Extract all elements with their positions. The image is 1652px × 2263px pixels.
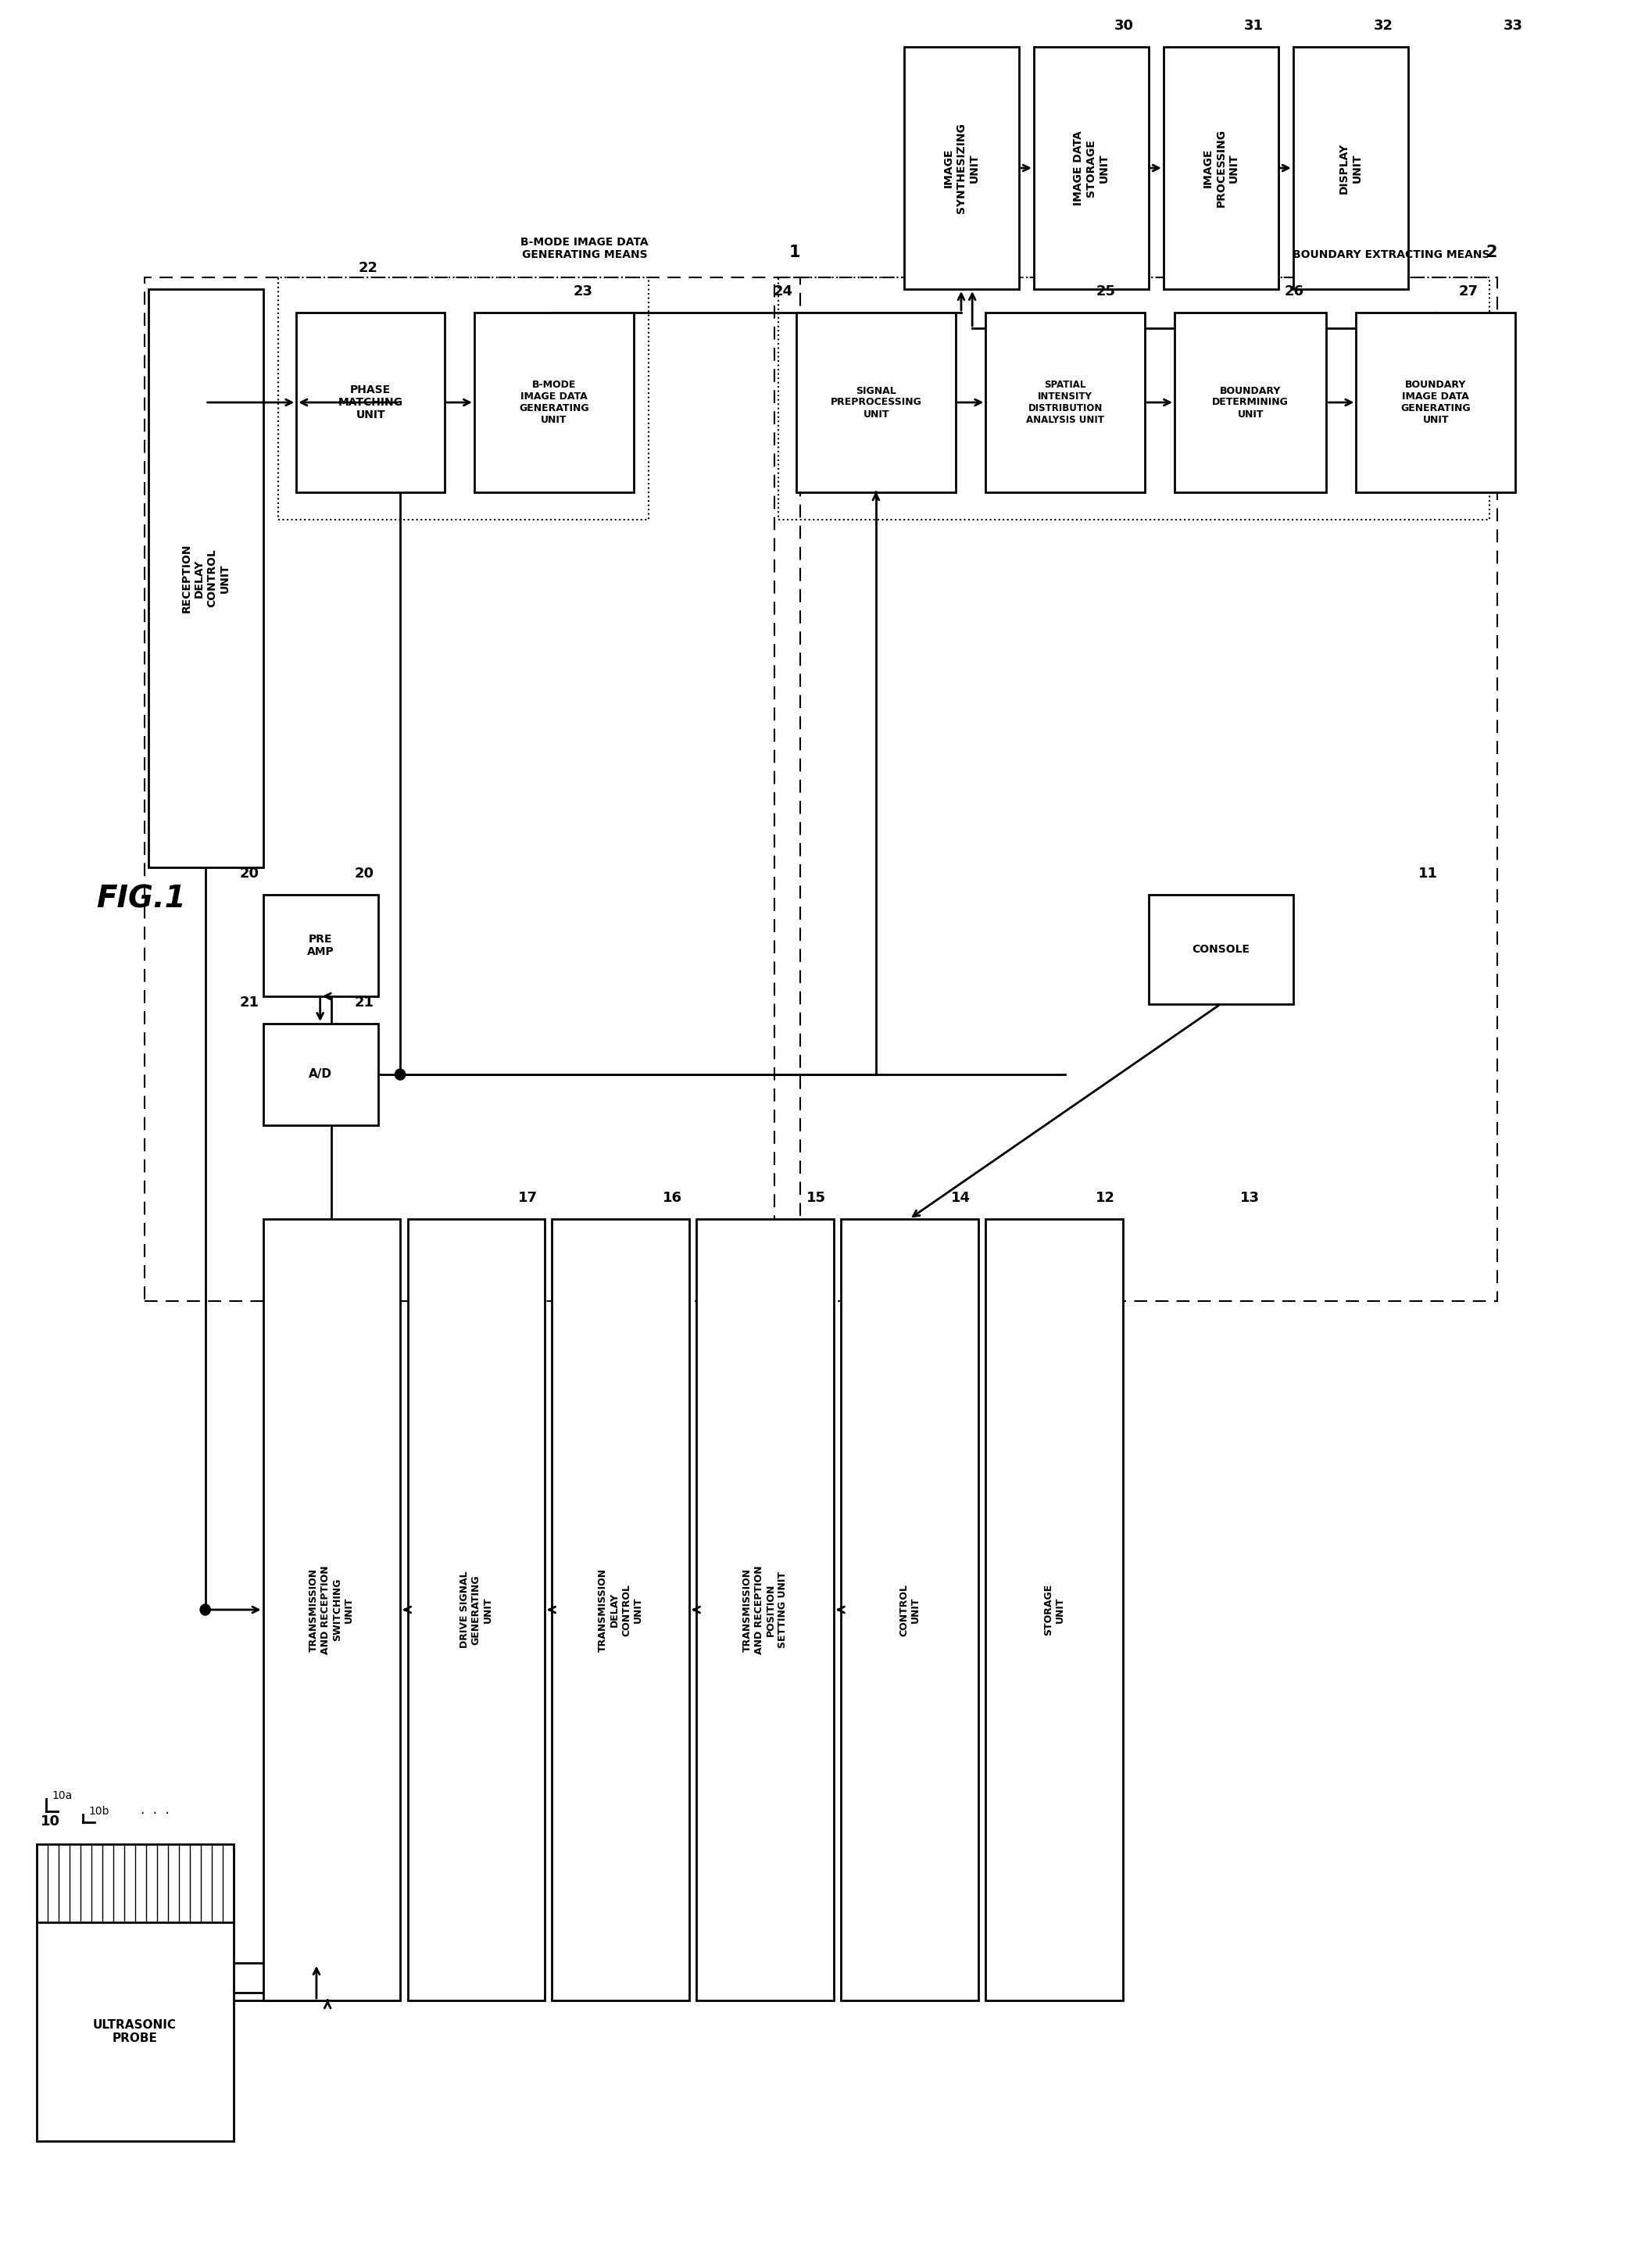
Text: 2: 2 xyxy=(1485,244,1497,260)
Bar xyxy=(1175,312,1327,493)
Text: CONTROL
UNIT: CONTROL UNIT xyxy=(899,1584,920,1636)
Text: 15: 15 xyxy=(806,1190,826,1204)
Bar xyxy=(36,1844,233,2141)
Bar xyxy=(552,1220,689,2000)
Bar xyxy=(986,312,1145,493)
Bar xyxy=(775,278,1497,1301)
Text: 26: 26 xyxy=(1285,285,1305,299)
Bar xyxy=(263,1023,378,1125)
Text: 31: 31 xyxy=(1244,18,1264,34)
Bar xyxy=(796,312,957,493)
Bar xyxy=(144,278,800,1301)
Text: BOUNDARY
DETERMINING
UNIT: BOUNDARY DETERMINING UNIT xyxy=(1213,385,1289,419)
Text: 21: 21 xyxy=(355,996,375,1009)
Text: DISPLAY
UNIT: DISPLAY UNIT xyxy=(1338,143,1363,195)
Bar xyxy=(296,312,444,493)
Text: CONSOLE: CONSOLE xyxy=(1193,944,1251,955)
Text: 1: 1 xyxy=(790,244,800,260)
Text: 14: 14 xyxy=(952,1190,971,1204)
Text: PRE
AMP: PRE AMP xyxy=(307,935,334,957)
Text: TRANSMISSION
AND RECEPTION
POSITION
SETTING UNIT: TRANSMISSION AND RECEPTION POSITION SETT… xyxy=(742,1566,788,1654)
Text: 17: 17 xyxy=(517,1190,537,1204)
Bar xyxy=(904,48,1019,290)
Bar xyxy=(1294,48,1408,290)
Text: ULTRASONIC
PROBE: ULTRASONIC PROBE xyxy=(93,2019,177,2043)
Bar xyxy=(1148,894,1294,1005)
Bar xyxy=(149,290,263,867)
Text: 21: 21 xyxy=(240,996,259,1009)
Bar xyxy=(474,312,634,493)
Bar xyxy=(263,1220,400,2000)
Text: 25: 25 xyxy=(1095,285,1115,299)
Bar xyxy=(1356,312,1515,493)
Text: ·  ·  ·: · · · xyxy=(140,1806,170,1822)
Text: 23: 23 xyxy=(573,285,593,299)
Text: BOUNDARY
IMAGE DATA
GENERATING
UNIT: BOUNDARY IMAGE DATA GENERATING UNIT xyxy=(1401,380,1470,425)
Bar xyxy=(986,1220,1123,2000)
Text: 13: 13 xyxy=(1241,1190,1260,1204)
Text: TRANSMISSION
AND RECEPTION
SWITCHING
UNIT: TRANSMISSION AND RECEPTION SWITCHING UNI… xyxy=(309,1566,354,1654)
Bar xyxy=(1034,48,1148,290)
Bar xyxy=(697,1220,834,2000)
Text: SIGNAL
PREPROCESSING
UNIT: SIGNAL PREPROCESSING UNIT xyxy=(831,385,922,419)
Text: 32: 32 xyxy=(1374,18,1393,34)
Text: IMAGE
SYNTHESIZING
UNIT: IMAGE SYNTHESIZING UNIT xyxy=(943,122,980,213)
Text: SPATIAL
INTENSITY
DISTRIBUTION
ANALYSIS UNIT: SPATIAL INTENSITY DISTRIBUTION ANALYSIS … xyxy=(1026,380,1104,425)
Bar xyxy=(408,1220,545,2000)
Text: 20: 20 xyxy=(355,867,375,880)
Text: A/D: A/D xyxy=(309,1068,332,1079)
Text: 20: 20 xyxy=(240,867,259,880)
Bar xyxy=(1163,48,1279,290)
Text: IMAGE DATA
STORAGE
UNIT: IMAGE DATA STORAGE UNIT xyxy=(1074,131,1110,206)
Text: 33: 33 xyxy=(1503,18,1523,34)
Text: 30: 30 xyxy=(1115,18,1133,34)
Text: B-MODE
IMAGE DATA
GENERATING
UNIT: B-MODE IMAGE DATA GENERATING UNIT xyxy=(519,380,590,425)
Bar xyxy=(278,278,649,520)
Text: 22: 22 xyxy=(358,260,378,276)
Text: RECEPTION
DELAY
CONTROL
UNIT: RECEPTION DELAY CONTROL UNIT xyxy=(182,543,230,613)
Circle shape xyxy=(395,1068,405,1079)
Text: 27: 27 xyxy=(1459,285,1479,299)
Bar xyxy=(263,894,378,996)
Text: B-MODE IMAGE DATA
GENERATING MEANS: B-MODE IMAGE DATA GENERATING MEANS xyxy=(520,238,649,260)
Text: 16: 16 xyxy=(662,1190,682,1204)
Text: 11: 11 xyxy=(1417,867,1437,880)
Text: STORAGE
UNIT: STORAGE UNIT xyxy=(1042,1584,1066,1636)
Text: 24: 24 xyxy=(773,285,793,299)
Text: FIG.1: FIG.1 xyxy=(96,885,187,914)
Text: TRANSMISSION
DELAY
CONTROL
UNIT: TRANSMISSION DELAY CONTROL UNIT xyxy=(598,1568,643,1652)
Text: 10a: 10a xyxy=(51,1790,73,1801)
Bar xyxy=(841,1220,978,2000)
Text: PHASE
MATCHING
UNIT: PHASE MATCHING UNIT xyxy=(339,385,403,421)
Text: IMAGE
PROCESSING
UNIT: IMAGE PROCESSING UNIT xyxy=(1203,129,1239,208)
Text: DRIVE SIGNAL
GENERATING
UNIT: DRIVE SIGNAL GENERATING UNIT xyxy=(459,1571,492,1647)
Text: 10: 10 xyxy=(41,1815,59,1829)
Circle shape xyxy=(200,1604,210,1616)
Text: 12: 12 xyxy=(1095,1190,1115,1204)
Text: 10b: 10b xyxy=(89,1806,109,1817)
Text: BOUNDARY EXTRACTING MEANS: BOUNDARY EXTRACTING MEANS xyxy=(1292,249,1490,260)
Bar xyxy=(778,278,1490,520)
